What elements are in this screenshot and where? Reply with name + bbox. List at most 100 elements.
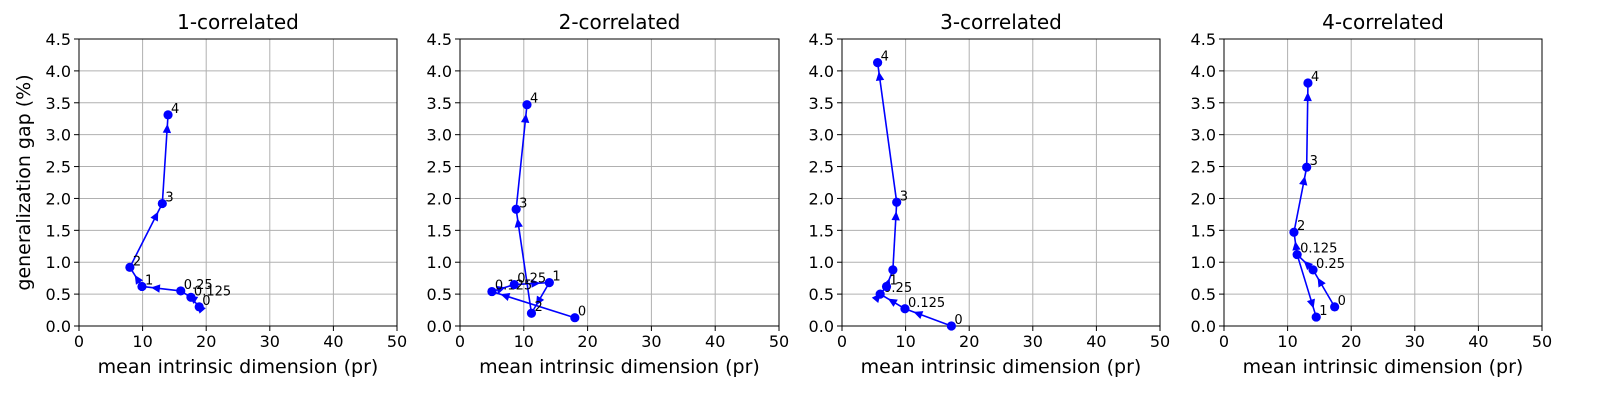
x-tick-label: 30: [1023, 332, 1043, 351]
y-tick-label: 1.0: [809, 253, 834, 272]
x-tick-label: 0: [74, 332, 84, 351]
point-label: 2: [133, 254, 141, 269]
point-label: 0.125: [908, 296, 945, 311]
x-tick-label: 30: [1405, 332, 1425, 351]
x-tick-label: 0: [837, 332, 847, 351]
y-tick-label: 1.0: [1191, 253, 1216, 272]
y-tick-label: 0.0: [46, 317, 71, 336]
x-tick-label: 0: [455, 332, 465, 351]
y-tick-label: 4.0: [809, 62, 834, 81]
data-point: [125, 262, 135, 272]
trajectory-arrowhead: [1292, 241, 1301, 251]
data-point: [1308, 265, 1318, 275]
trajectory-arrowhead: [150, 284, 161, 293]
x-tick-label: 50: [769, 332, 789, 351]
data-point: [875, 289, 885, 299]
x-tick-label: 0: [1219, 332, 1229, 351]
point-label: 4: [171, 102, 179, 117]
point-label: 0.125: [1300, 242, 1337, 257]
y-tick-label: 2.5: [46, 158, 71, 177]
data-point: [888, 265, 898, 275]
x-tick-label: 10: [514, 332, 534, 351]
y-tick-label: 2.0: [1191, 189, 1216, 208]
data-point: [522, 100, 532, 110]
x-axis-label: mean intrinsic dimension (pr): [98, 356, 379, 378]
trajectory-arrowhead: [520, 113, 530, 124]
y-tick-label: 4.5: [427, 30, 452, 49]
x-tick-label: 50: [1150, 332, 1170, 351]
chart-panel-1: 0 10 20 30 40 500.00.51.01.52.02.53.03.54.04.…: [13, 10, 407, 378]
trajectory-arrowhead: [1303, 92, 1312, 102]
chart-title: 1-correlated: [177, 10, 299, 34]
x-tick-label: 20: [196, 332, 216, 351]
chart-title: 4-correlated: [1322, 10, 1444, 34]
y-tick-label: 3.0: [46, 126, 71, 145]
data-point: [511, 204, 521, 214]
data-point: [176, 286, 186, 296]
y-tick-label: 4.5: [46, 30, 71, 49]
y-tick-label: 4.5: [1191, 30, 1216, 49]
trajectory-arrowhead: [1299, 176, 1308, 186]
point-label: 1: [145, 273, 153, 288]
data-point: [873, 57, 883, 68]
x-tick-label: 40: [705, 332, 725, 351]
x-tick-label: 30: [641, 332, 661, 351]
y-tick-label: 3.0: [427, 126, 452, 145]
point-label: 1: [890, 273, 898, 288]
point-label: 1: [552, 270, 560, 285]
y-tick-label: 0.5: [46, 285, 71, 304]
point-label: 0.25: [517, 272, 546, 287]
point-label: 4: [881, 50, 889, 65]
point-label: 2: [534, 300, 542, 315]
x-tick-label: 10: [132, 332, 152, 351]
chart-title: 3-correlated: [940, 10, 1062, 34]
trajectory-arrowhead: [1306, 298, 1315, 309]
y-tick-label: 4.0: [1191, 62, 1216, 81]
x-axis-label: mean intrinsic dimension (pr): [861, 356, 1142, 378]
y-tick-label: 4.5: [809, 30, 834, 49]
chart-panel-4: 0 10 20 30 40 500.00.51.01.52.02.53.03.54.04.…: [1191, 10, 1553, 378]
data-point: [186, 292, 196, 302]
trajectory-arrowhead: [891, 211, 900, 221]
y-tick-label: 0.5: [809, 285, 834, 304]
x-axis-label: mean intrinsic dimension (pr): [479, 356, 760, 378]
data-point: [163, 110, 173, 120]
trajectory-arrowhead: [913, 311, 924, 319]
point-label: 3: [519, 196, 527, 211]
data-point: [157, 198, 167, 209]
data-point: [1302, 162, 1312, 172]
data-point: [1330, 302, 1340, 312]
x-tick-label: 50: [1532, 332, 1552, 351]
trajectory-arrowhead: [875, 71, 885, 82]
plot-frame: [1223, 38, 1543, 327]
x-tick-label: 30: [260, 332, 280, 351]
point-label: 0: [578, 305, 586, 320]
trajectory-arrowhead: [514, 218, 523, 228]
trajectory-arrowhead: [495, 285, 506, 294]
trajectory-arrowhead: [134, 274, 144, 285]
y-tick-label: 0.0: [427, 317, 452, 336]
point-label: 1: [1319, 304, 1327, 319]
x-tick-label: 20: [959, 332, 979, 351]
y-tick-label: 1.0: [427, 253, 452, 272]
y-tick-label: 3.0: [1191, 126, 1216, 145]
data-point: [1289, 227, 1299, 237]
y-tick-label: 4.0: [46, 62, 71, 81]
x-tick-label: 50: [387, 332, 407, 351]
trajectory-arrowhead: [1303, 260, 1314, 271]
trajectory-segment: [141, 285, 181, 292]
trajectory-arrowhead: [1317, 277, 1326, 288]
y-tick-label: 3.5: [46, 94, 71, 113]
plot-frame: [78, 38, 398, 327]
x-tick-label: 40: [1086, 332, 1106, 351]
data-point: [1311, 312, 1321, 322]
data-point: [1303, 78, 1313, 88]
y-tick-label: 2.5: [427, 158, 452, 177]
point-label: 0.25: [1316, 257, 1345, 272]
chart-panel-2: 0 10 20 30 40 500.00.51.01.52.02.53.03.54.04.…: [427, 10, 790, 378]
y-axis-label: generalization gap (%): [13, 74, 35, 290]
point-label: 0.125: [194, 284, 231, 299]
data-point: [194, 302, 204, 312]
data-point: [1292, 249, 1302, 260]
y-tick-label: 0.0: [809, 317, 834, 336]
